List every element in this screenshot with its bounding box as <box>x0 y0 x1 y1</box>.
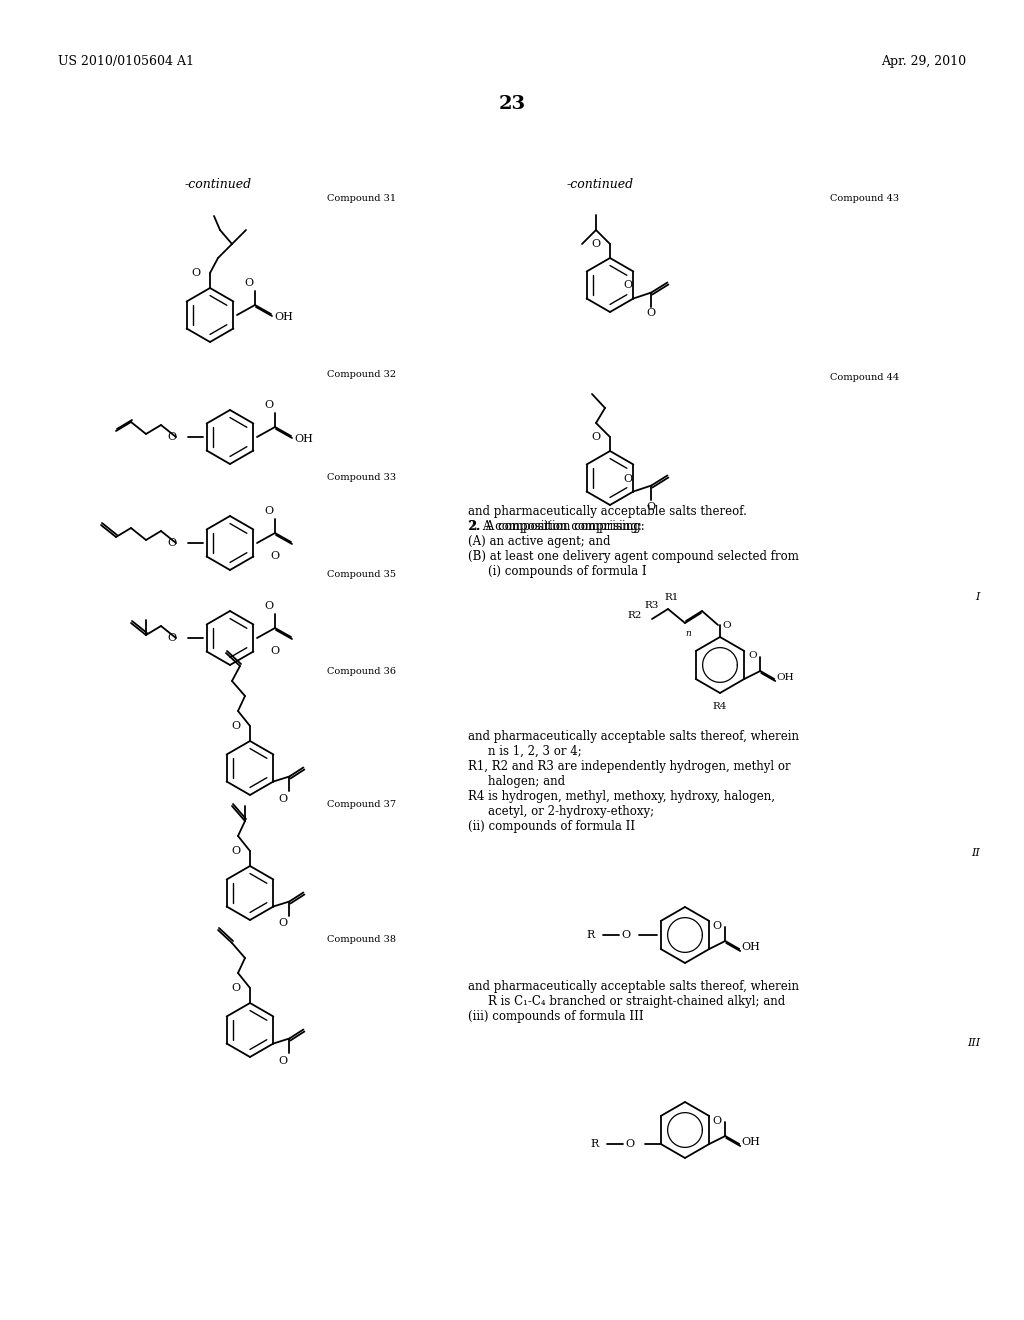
Text: O: O <box>713 1115 722 1126</box>
Text: OH: OH <box>776 672 794 681</box>
Text: (i) compounds of formula I: (i) compounds of formula I <box>488 565 646 578</box>
Text: Compound 43: Compound 43 <box>830 194 899 203</box>
Text: O: O <box>167 539 176 548</box>
Text: O: O <box>624 281 633 290</box>
Text: O: O <box>713 921 722 931</box>
Text: O: O <box>230 983 240 993</box>
Text: O: O <box>626 1139 635 1148</box>
Text: Apr. 29, 2010: Apr. 29, 2010 <box>881 55 966 69</box>
Text: n is 1, 2, 3 or 4;: n is 1, 2, 3 or 4; <box>488 744 582 758</box>
Text: US 2010/0105604 A1: US 2010/0105604 A1 <box>58 55 194 69</box>
Text: 23: 23 <box>499 95 525 114</box>
Text: R2: R2 <box>628 610 642 619</box>
Text: and pharmaceutically acceptable salts thereof, wherein: and pharmaceutically acceptable salts th… <box>468 979 799 993</box>
Text: R: R <box>591 1139 599 1148</box>
Text: O: O <box>270 645 280 656</box>
Text: O: O <box>279 793 288 804</box>
Text: (B) at least one delivery agent compound selected from: (B) at least one delivery agent compound… <box>468 550 799 564</box>
Text: -continued: -continued <box>566 178 634 191</box>
Text: 2. A composition comprising:: 2. A composition comprising: <box>468 520 642 533</box>
Text: OH: OH <box>741 1137 760 1147</box>
Text: O: O <box>167 432 176 442</box>
Text: O: O <box>748 651 757 660</box>
Text: O: O <box>624 474 633 483</box>
Text: O: O <box>230 721 240 731</box>
Text: O: O <box>270 550 280 561</box>
Text: O: O <box>190 268 200 279</box>
Text: R1: R1 <box>665 593 679 602</box>
Text: O: O <box>647 309 656 318</box>
Text: Compound 38: Compound 38 <box>327 935 396 944</box>
Text: O: O <box>279 1056 288 1065</box>
Text: II: II <box>971 847 980 858</box>
Text: -continued: -continued <box>184 178 252 191</box>
Text: Compound 37: Compound 37 <box>327 800 396 809</box>
Text: O: O <box>230 846 240 855</box>
Text: OH: OH <box>294 434 313 444</box>
Text: III: III <box>967 1038 980 1048</box>
Text: O: O <box>591 432 600 442</box>
Text: n: n <box>685 630 691 638</box>
Text: 2.: 2. <box>468 520 480 533</box>
Text: R is C₁-C₄ branched or straight-chained alkyl; and: R is C₁-C₄ branched or straight-chained … <box>488 995 785 1008</box>
Text: Compound 35: Compound 35 <box>327 570 396 579</box>
Text: O: O <box>279 919 288 928</box>
Text: halogen; and: halogen; and <box>488 775 565 788</box>
Text: O: O <box>245 279 254 288</box>
Text: R: R <box>587 931 595 940</box>
Text: and pharmaceutically acceptable salts thereof, wherein: and pharmaceutically acceptable salts th… <box>468 730 799 743</box>
Text: and pharmaceutically acceptable salts thereof.: and pharmaceutically acceptable salts th… <box>468 506 746 517</box>
Text: I: I <box>976 591 980 602</box>
Text: Compound 36: Compound 36 <box>327 667 396 676</box>
Text: A composition comprising:: A composition comprising: <box>482 520 645 533</box>
Text: Compound 32: Compound 32 <box>327 370 396 379</box>
Text: OH: OH <box>741 942 760 952</box>
Text: O: O <box>264 400 273 411</box>
Text: O: O <box>647 502 656 511</box>
Text: (A) an active agent; and: (A) an active agent; and <box>468 535 610 548</box>
Text: O: O <box>591 239 600 249</box>
Text: Compound 33: Compound 33 <box>327 473 396 482</box>
Text: O: O <box>264 506 273 516</box>
Text: O: O <box>264 601 273 611</box>
Text: (ii) compounds of formula II: (ii) compounds of formula II <box>468 820 635 833</box>
Text: O: O <box>167 634 176 643</box>
Text: acetyl, or 2-hydroxy-ethoxy;: acetyl, or 2-hydroxy-ethoxy; <box>488 805 654 818</box>
Text: (iii) compounds of formula III: (iii) compounds of formula III <box>468 1010 644 1023</box>
Text: R1, R2 and R3 are independently hydrogen, methyl or: R1, R2 and R3 are independently hydrogen… <box>468 760 791 774</box>
Text: R4 is hydrogen, methyl, methoxy, hydroxy, halogen,: R4 is hydrogen, methyl, methoxy, hydroxy… <box>468 789 775 803</box>
Text: O: O <box>722 620 731 630</box>
Text: Compound 44: Compound 44 <box>830 374 899 381</box>
Text: OH: OH <box>274 312 293 322</box>
Text: R3: R3 <box>645 601 659 610</box>
Text: Compound 31: Compound 31 <box>327 194 396 203</box>
Text: O: O <box>621 931 630 940</box>
Text: R4: R4 <box>713 702 727 711</box>
